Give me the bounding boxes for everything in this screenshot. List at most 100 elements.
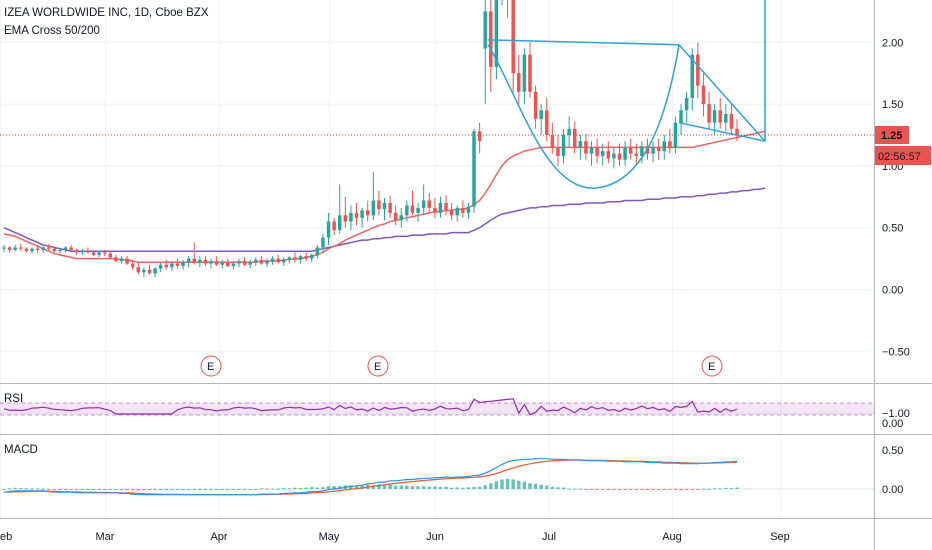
macd-histogram-bar	[640, 489, 644, 490]
candle-body	[517, 73, 521, 92]
candle-body	[7, 247, 12, 250]
ema200-line	[3, 187, 766, 252]
macd-histogram-bar	[282, 488, 286, 490]
macd-histogram-bar	[7, 488, 12, 490]
candle-body	[628, 147, 633, 154]
macd-histogram-bar	[410, 486, 415, 489]
macd-histogram-bar	[393, 485, 398, 489]
macd-histogram-bar	[19, 488, 23, 490]
macd-histogram-bar	[623, 489, 627, 491]
candle-body	[125, 258, 129, 264]
candle-body	[47, 247, 51, 249]
macd-histogram-bar	[528, 483, 532, 489]
candle-body	[86, 251, 90, 253]
price-tick-label: −1.00	[882, 408, 910, 420]
candle-body	[203, 259, 208, 264]
macd-histogram-bar	[75, 489, 79, 491]
candle-body	[304, 256, 308, 259]
candle-body	[617, 153, 622, 160]
candle-body	[416, 207, 420, 213]
macd-tick-label: 0.50	[882, 445, 903, 457]
candle-body	[63, 247, 68, 250]
handle-lower-line	[678, 121, 766, 142]
candle-body	[332, 221, 336, 231]
macd-histogram-bar	[231, 489, 236, 490]
candle-body	[337, 215, 342, 231]
candle-body	[567, 128, 571, 135]
macd-histogram-bar	[332, 486, 336, 489]
indicator-label: EMA Cross 50/200	[4, 25, 100, 37]
candle-body	[477, 131, 482, 142]
earnings-marker-label: E	[374, 361, 381, 373]
macd-histogram-bar	[349, 485, 353, 489]
macd-histogram-bar	[158, 489, 163, 490]
macd-histogram-bar	[360, 485, 364, 489]
candle-body	[186, 258, 191, 263]
macd-histogram-bar	[634, 489, 639, 490]
rsi-line	[3, 398, 738, 416]
macd-histogram-bar	[461, 487, 465, 489]
time-axis-label: Jun	[426, 531, 444, 543]
time-axis-label: Apr	[210, 531, 227, 543]
macd-histogram-bar	[248, 489, 252, 490]
macd-histogram-bar	[416, 486, 420, 489]
macd-histogram-bar	[466, 487, 471, 489]
candle-body	[19, 247, 23, 249]
macd-histogram-bar	[556, 487, 560, 489]
ema50-line	[3, 130, 766, 264]
candle-body	[679, 110, 683, 123]
countdown-text: 02:56:57	[878, 151, 921, 163]
candle-body	[494, 0, 499, 68]
macd-histogram-bar	[52, 489, 57, 490]
candle-body	[600, 151, 605, 157]
candle-body	[545, 110, 549, 135]
macd-histogram-bar	[584, 489, 588, 490]
macd-histogram-bar	[24, 488, 29, 490]
macd-histogram-bar	[276, 488, 280, 490]
macd-histogram-bar	[572, 488, 577, 490]
macd-histogram-bar	[108, 489, 113, 490]
macd-histogram-bar	[701, 488, 706, 490]
candle-body	[522, 54, 527, 92]
candle-body	[326, 221, 331, 238]
candle-body	[321, 237, 325, 248]
candle-body	[276, 258, 280, 263]
price-tick-label: 0.50	[882, 223, 903, 235]
candle-body	[248, 262, 252, 265]
candle-body	[382, 202, 387, 210]
candle-body	[24, 248, 29, 252]
macd-histogram-bar	[684, 489, 689, 491]
candle-body	[349, 212, 353, 222]
macd-histogram-bar	[561, 487, 566, 489]
candle-body	[175, 263, 180, 267]
earnings-marker-label: E	[207, 361, 214, 373]
candle-body	[254, 259, 258, 263]
macd-histogram-bar	[427, 486, 431, 489]
macd-histogram-bar	[517, 480, 521, 489]
macd-histogram-bar	[30, 488, 34, 490]
macd-histogram-bar	[164, 489, 169, 490]
macd-histogram-bar	[645, 489, 650, 491]
candle-body	[259, 259, 264, 264]
candle-body	[360, 210, 364, 218]
macd-histogram-bar	[214, 489, 219, 490]
macd-histogram-bar	[656, 489, 661, 490]
candle-body	[75, 249, 79, 253]
candle-body	[365, 210, 370, 216]
chart-title: IZEA WORLDWIDE INC, 1D, Cboe BZX	[4, 7, 209, 19]
macd-histogram-bar	[181, 489, 185, 490]
macd-histogram-bar	[472, 487, 476, 489]
macd-histogram-bar	[321, 487, 325, 489]
macd-histogram-bar	[595, 489, 599, 490]
macd-histogram-bar	[153, 489, 157, 490]
handle-upper-line	[678, 44, 766, 142]
macd-histogram-bar	[293, 487, 297, 489]
macd-histogram-bar	[533, 483, 538, 489]
earnings-marker	[701, 355, 723, 377]
macd-histogram-bar	[382, 485, 387, 489]
candle-body	[270, 258, 275, 262]
time-axis-label: Jul	[542, 531, 556, 543]
macd-histogram-bar	[136, 489, 141, 491]
candle-body	[198, 259, 202, 263]
